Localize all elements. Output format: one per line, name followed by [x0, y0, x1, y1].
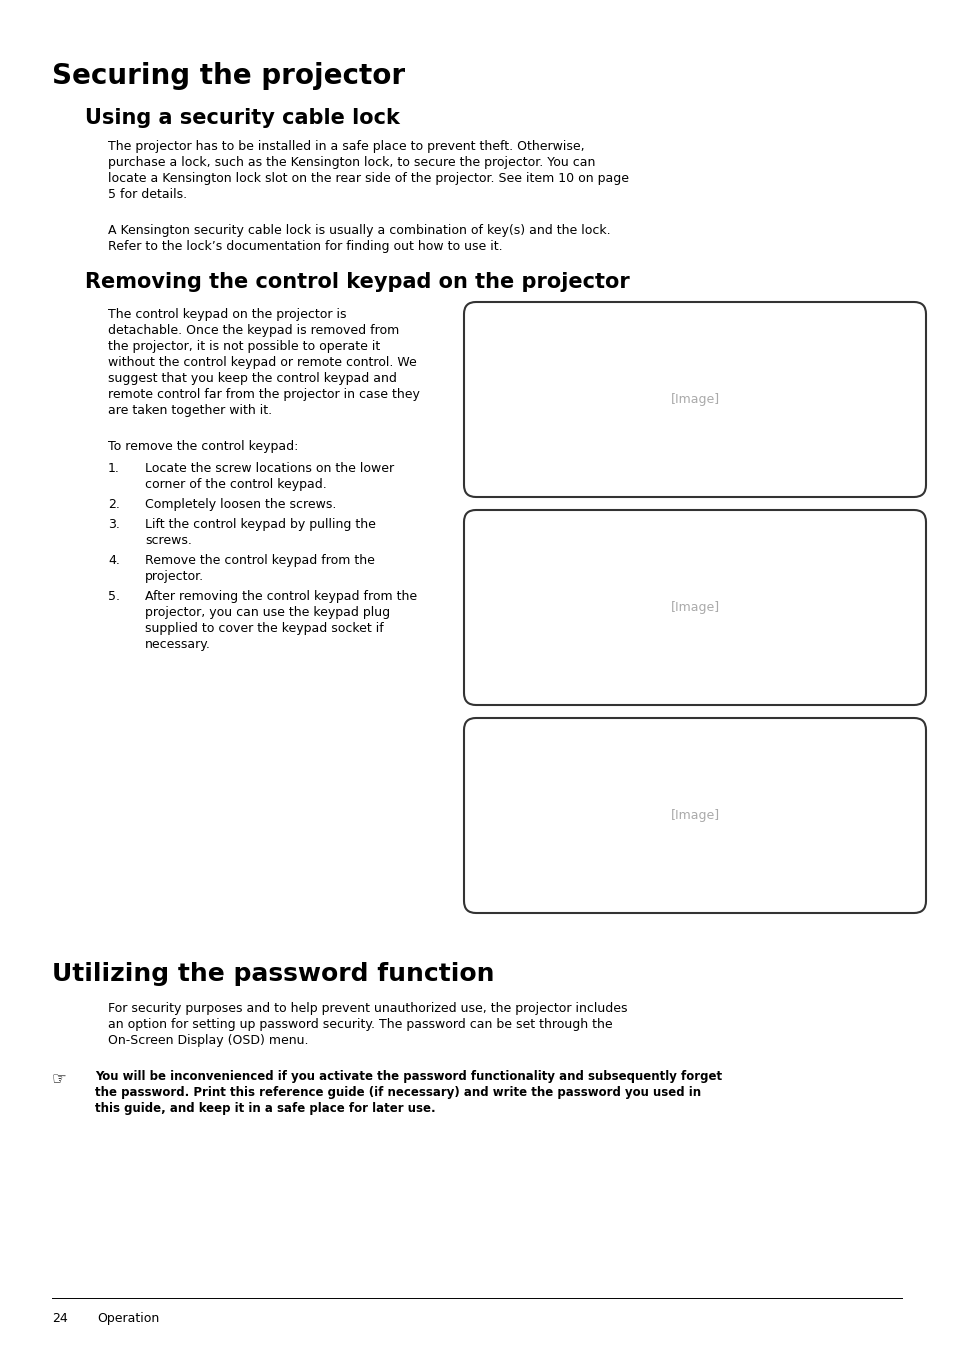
FancyBboxPatch shape	[463, 510, 925, 704]
FancyBboxPatch shape	[463, 718, 925, 913]
Text: suggest that you keep the control keypad and: suggest that you keep the control keypad…	[108, 372, 396, 385]
Text: remote control far from the projector in case they: remote control far from the projector in…	[108, 388, 419, 402]
Text: A Kensington security cable lock is usually a combination of key(s) and the lock: A Kensington security cable lock is usua…	[108, 224, 610, 237]
Text: [Image]: [Image]	[670, 808, 719, 822]
Text: 5 for details.: 5 for details.	[108, 188, 187, 201]
Text: The projector has to be installed in a safe place to prevent theft. Otherwise,: The projector has to be installed in a s…	[108, 141, 584, 153]
Text: 24: 24	[52, 1311, 68, 1325]
Text: supplied to cover the keypad socket if: supplied to cover the keypad socket if	[145, 622, 383, 635]
Text: Locate the screw locations on the lower: Locate the screw locations on the lower	[145, 462, 394, 475]
Text: 3.: 3.	[108, 518, 120, 531]
Text: the password. Print this reference guide (if necessary) and write the password y: the password. Print this reference guide…	[95, 1086, 700, 1099]
Text: Lift the control keypad by pulling the: Lift the control keypad by pulling the	[145, 518, 375, 531]
Text: Completely loosen the screws.: Completely loosen the screws.	[145, 498, 336, 511]
Text: Securing the projector: Securing the projector	[52, 62, 405, 91]
Text: 1.: 1.	[108, 462, 120, 475]
Text: ☞: ☞	[52, 1069, 67, 1088]
Text: Operation: Operation	[97, 1311, 159, 1325]
Text: Utilizing the password function: Utilizing the password function	[52, 963, 494, 986]
Text: To remove the control keypad:: To remove the control keypad:	[108, 439, 298, 453]
Text: the projector, it is not possible to operate it: the projector, it is not possible to ope…	[108, 339, 380, 353]
Text: projector.: projector.	[145, 571, 204, 583]
Text: [Image]: [Image]	[670, 602, 719, 614]
FancyBboxPatch shape	[463, 301, 925, 498]
Text: necessary.: necessary.	[145, 638, 211, 652]
Text: without the control keypad or remote control. We: without the control keypad or remote con…	[108, 356, 416, 369]
Text: projector, you can use the keypad plug: projector, you can use the keypad plug	[145, 606, 390, 619]
Text: corner of the control keypad.: corner of the control keypad.	[145, 479, 327, 491]
Text: Using a security cable lock: Using a security cable lock	[85, 108, 399, 128]
Text: The control keypad on the projector is: The control keypad on the projector is	[108, 308, 346, 320]
Text: Removing the control keypad on the projector: Removing the control keypad on the proje…	[85, 272, 629, 292]
Text: For security purposes and to help prevent unauthorized use, the projector includ: For security purposes and to help preven…	[108, 1002, 627, 1015]
Text: [Image]: [Image]	[670, 393, 719, 406]
Text: screws.: screws.	[145, 534, 192, 548]
Text: locate a Kensington lock slot on the rear side of the projector. See item 10 on : locate a Kensington lock slot on the rea…	[108, 172, 628, 185]
Text: 2.: 2.	[108, 498, 120, 511]
Text: You will be inconvenienced if you activate the password functionality and subseq: You will be inconvenienced if you activa…	[95, 1069, 721, 1083]
Text: After removing the control keypad from the: After removing the control keypad from t…	[145, 589, 416, 603]
Text: an option for setting up password security. The password can be set through the: an option for setting up password securi…	[108, 1018, 612, 1032]
Text: detachable. Once the keypad is removed from: detachable. Once the keypad is removed f…	[108, 324, 399, 337]
Text: Refer to the lock’s documentation for finding out how to use it.: Refer to the lock’s documentation for fi…	[108, 241, 502, 253]
Text: 4.: 4.	[108, 554, 120, 566]
Text: purchase a lock, such as the Kensington lock, to secure the projector. You can: purchase a lock, such as the Kensington …	[108, 155, 595, 169]
Text: 5.: 5.	[108, 589, 120, 603]
Text: Remove the control keypad from the: Remove the control keypad from the	[145, 554, 375, 566]
Text: this guide, and keep it in a safe place for later use.: this guide, and keep it in a safe place …	[95, 1102, 436, 1115]
Text: are taken together with it.: are taken together with it.	[108, 404, 272, 416]
Text: On-Screen Display (OSD) menu.: On-Screen Display (OSD) menu.	[108, 1034, 308, 1046]
